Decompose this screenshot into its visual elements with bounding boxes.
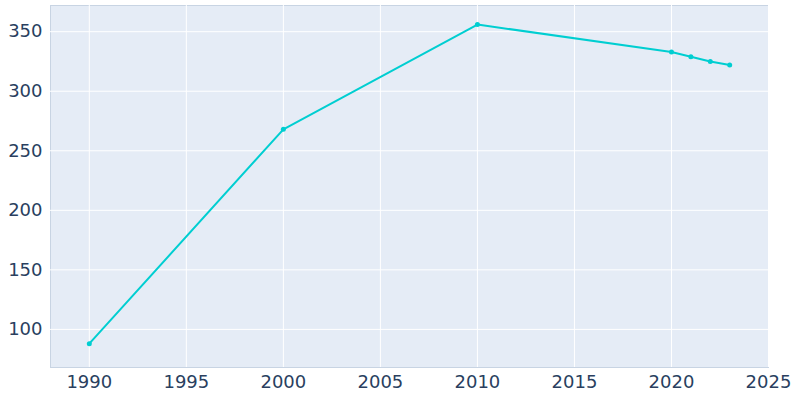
- svg-text:1990: 1990: [66, 371, 112, 392]
- svg-text:350: 350: [8, 20, 42, 41]
- svg-text:2010: 2010: [455, 371, 501, 392]
- svg-text:300: 300: [8, 80, 42, 101]
- svg-text:2020: 2020: [649, 371, 695, 392]
- svg-text:2025: 2025: [746, 371, 792, 392]
- svg-text:100: 100: [8, 318, 42, 339]
- svg-text:200: 200: [8, 199, 42, 220]
- svg-text:250: 250: [8, 140, 42, 161]
- svg-text:2000: 2000: [260, 371, 306, 392]
- svg-text:2005: 2005: [357, 371, 403, 392]
- svg-text:1995: 1995: [163, 371, 209, 392]
- svg-text:2015: 2015: [552, 371, 598, 392]
- svg-text:150: 150: [8, 259, 42, 280]
